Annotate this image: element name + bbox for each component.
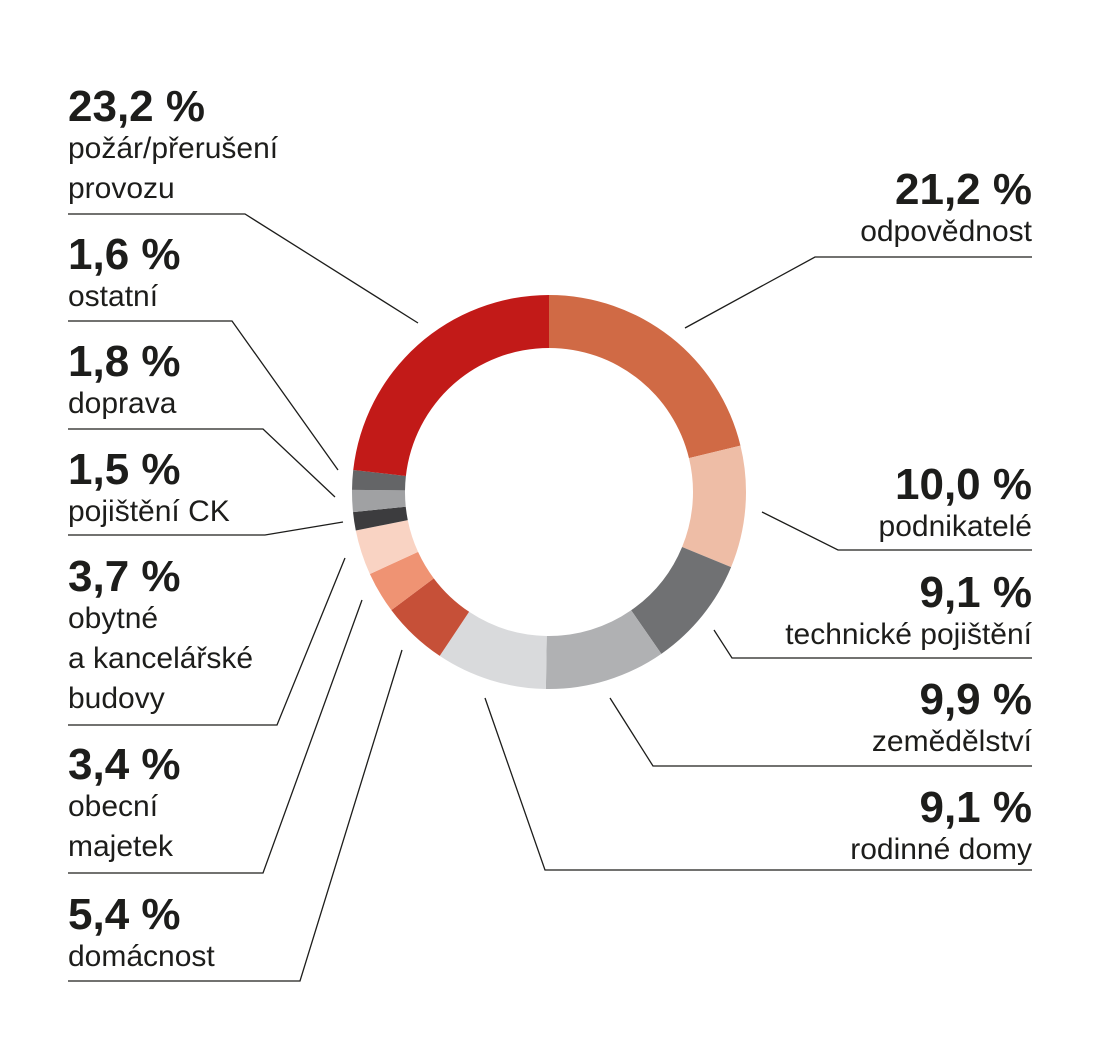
leader-line-4 — [484, 697, 1032, 871]
leader-line-10 — [68, 320, 339, 471]
category-label: ostatní — [68, 280, 159, 313]
data-label-value: 5,4 % — [68, 890, 181, 939]
slice-label: 10,0 % podnikatelé — [879, 463, 1032, 547]
data-label-value: 3,4 % — [68, 740, 181, 789]
leader-line-1 — [761, 511, 1032, 551]
slice-label: 9,1 % technické pojištění — [785, 571, 1032, 655]
donut-slice-7 — [355, 520, 419, 574]
category-label: technické pojištění — [785, 618, 1032, 651]
data-label-value: 23,2 % — [68, 82, 205, 131]
slice-label: 1,5 % pojištění CK — [68, 448, 230, 532]
donut-slice-5 — [391, 578, 470, 656]
leader-line-2 — [713, 629, 1032, 659]
slice-label: 9,9 % zemědělství — [872, 678, 1032, 762]
slice-label: 21,2 % odpovědnost — [860, 168, 1032, 252]
donut-slice-9 — [352, 489, 406, 513]
donut-slice-0 — [549, 295, 741, 459]
data-label-value: 9,1 % — [919, 568, 1032, 617]
leader-line-9 — [68, 428, 336, 498]
data-label-value: 9,9 % — [919, 675, 1032, 724]
data-label-value: 21,2 % — [895, 165, 1032, 214]
category-label: provozu — [68, 172, 175, 205]
category-label: a kancelářské — [68, 642, 254, 675]
category-label: pojištění CK — [68, 495, 230, 528]
category-label: majetek — [68, 830, 174, 863]
leader-line-7 — [68, 557, 346, 726]
category-label: rodinné domy — [850, 833, 1032, 866]
leader-line-6 — [68, 599, 363, 874]
leader-line-0 — [684, 256, 1032, 329]
data-label-value: 1,6 % — [68, 230, 181, 279]
category-label: odpovědnost — [860, 215, 1032, 248]
donut-slice-8 — [353, 506, 408, 531]
slice-label: 5,4 % domácnost — [68, 893, 215, 977]
donut-slice-2 — [631, 546, 732, 654]
donut-slice-1 — [682, 445, 746, 568]
data-label-value: 1,5 % — [68, 445, 181, 494]
slice-label: 23,2 % požár/přerušení provozu — [68, 85, 278, 209]
slice-label: 1,8 % doprava — [68, 340, 181, 424]
leader-line-8 — [68, 521, 344, 536]
slice-label: 3,4 % obecní majetek — [68, 743, 181, 867]
leader-line-3 — [609, 697, 1032, 767]
donut-slice-3 — [545, 610, 662, 689]
donut-slice-11 — [353, 295, 549, 476]
data-label-value: 1,8 % — [68, 337, 181, 386]
category-label: domácnost — [68, 940, 215, 973]
leader-line-11 — [68, 213, 419, 324]
donut-slice-4 — [439, 611, 547, 689]
category-label: budovy — [68, 682, 165, 715]
data-label-value: 10,0 % — [895, 460, 1032, 509]
data-label-value: 3,7 % — [68, 552, 181, 601]
category-label: obecní — [68, 790, 159, 823]
slice-label: 1,6 % ostatní — [68, 233, 181, 317]
slice-label: 9,1 % rodinné domy — [850, 786, 1032, 870]
donut-slice-6 — [369, 551, 434, 611]
category-label: požár/přerušení — [68, 132, 279, 165]
category-label: doprava — [68, 387, 177, 420]
slice-label: 3,7 % obytné a kancelářské budovy — [68, 555, 253, 719]
donut-slice-10 — [352, 470, 406, 491]
leader-line-5 — [68, 649, 403, 982]
category-label: podnikatelé — [878, 510, 1032, 543]
category-label: obytné — [68, 602, 159, 635]
data-label-value: 9,1 % — [919, 783, 1032, 832]
category-label: zemědělství — [871, 725, 1032, 758]
